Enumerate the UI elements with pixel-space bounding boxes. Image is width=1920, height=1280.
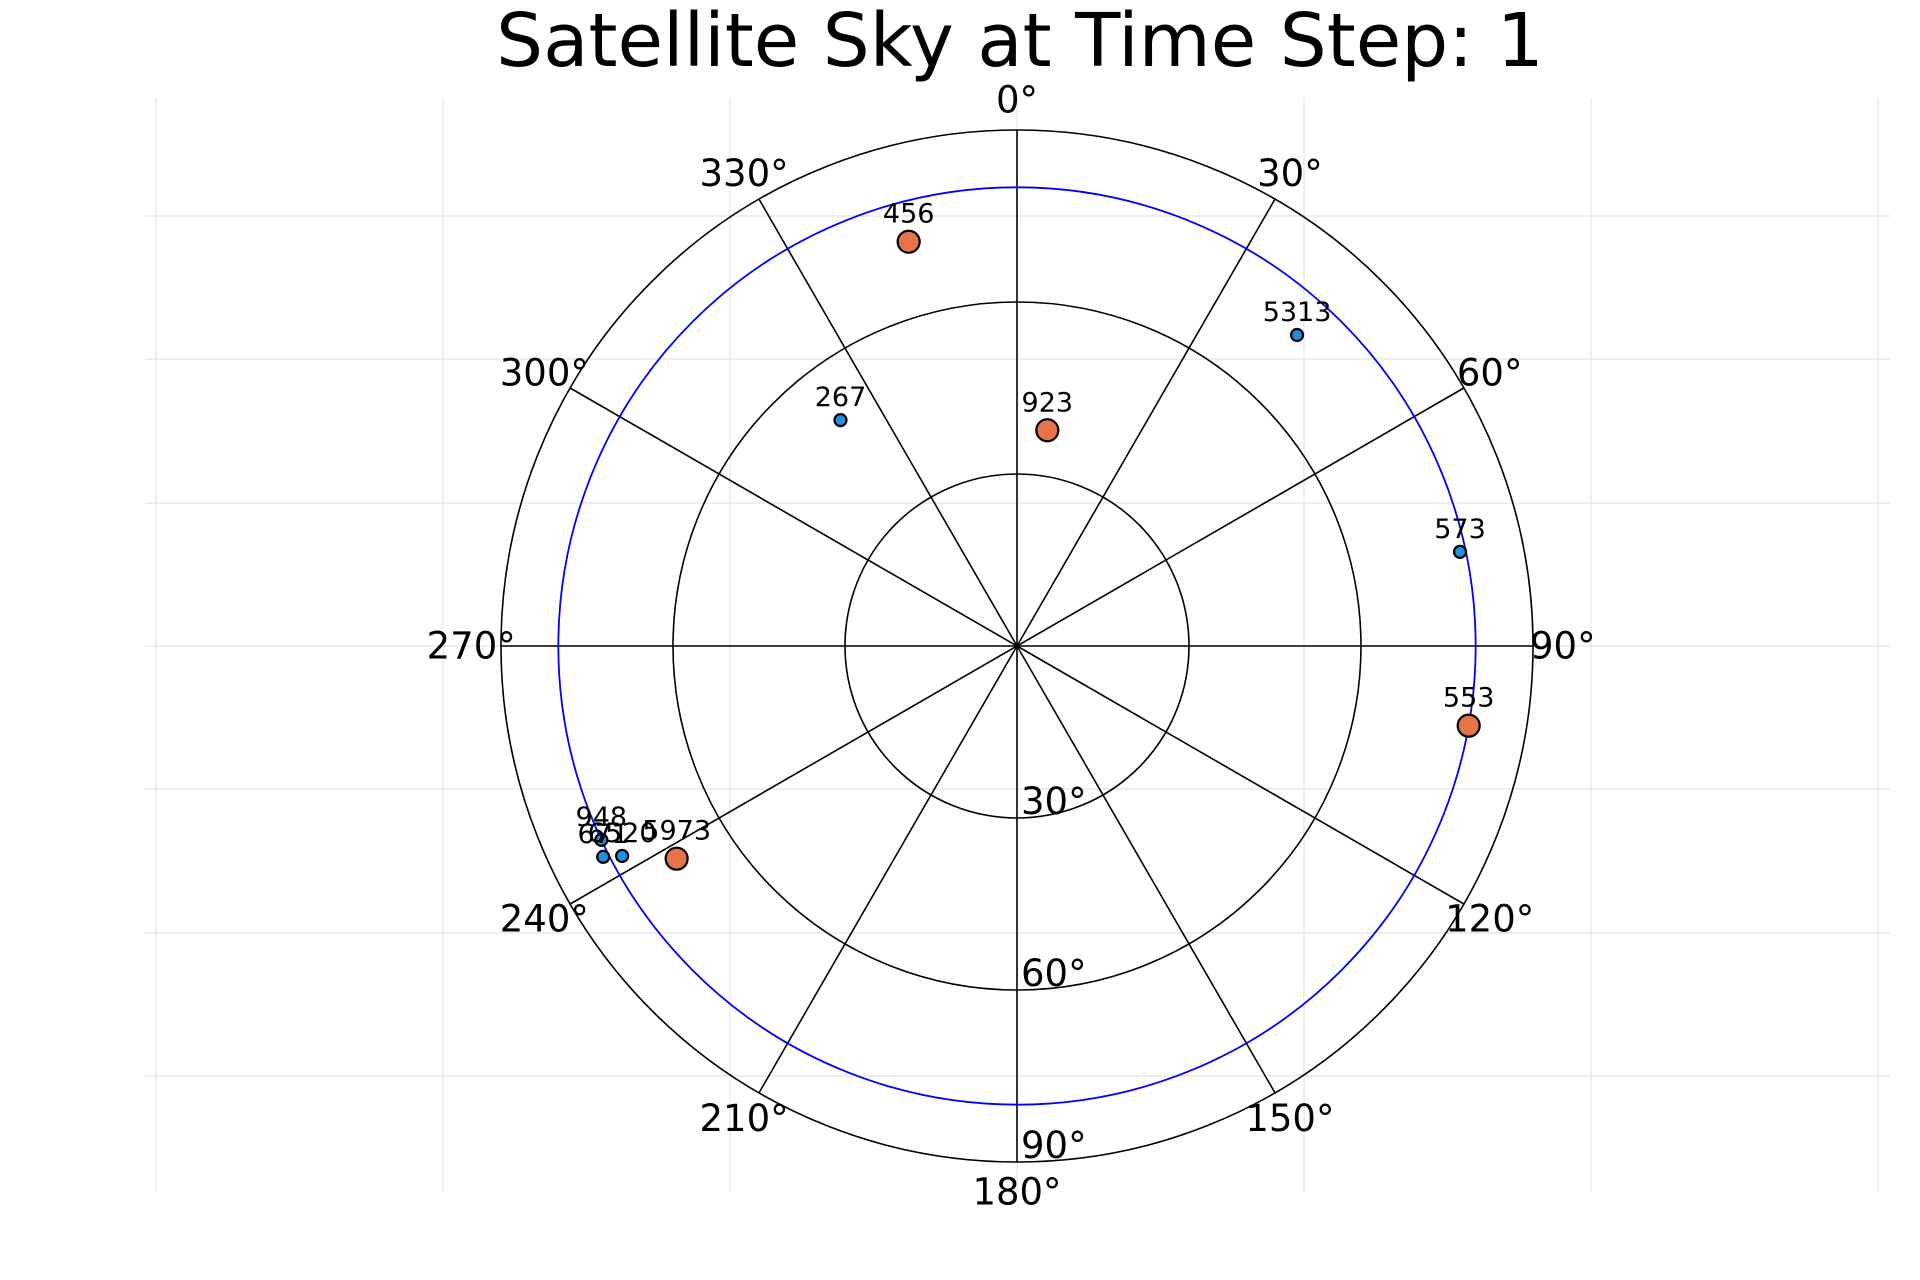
satellite-label: 267 [815,382,867,413]
angular-tick-label: 210° [700,1097,789,1140]
radial-tick-label: 90° [1021,1124,1087,1167]
polar-spoke [758,645,1018,1094]
satellite-label: 948 [576,802,628,833]
satellite-label: 5313 [1263,297,1332,328]
angular-tick-label: 270° [427,625,516,668]
angular-tick-label: 60° [1457,352,1523,395]
satellite-point [833,413,848,428]
angular-tick-label: 240° [500,897,589,940]
satellite-label: 671 [577,819,629,850]
satellite-point [1035,418,1060,443]
polar-spoke [569,387,1018,647]
satellite-label: 6520 [588,818,657,849]
angular-tick-label: 180° [972,1170,1061,1213]
angular-tick-label: 0° [996,79,1038,122]
elevation-mask-layer [557,186,1477,1106]
polar-spoke [1016,645,1276,1094]
satellite-point [594,832,609,847]
polar-spoke [758,198,1018,647]
satellite-point [1289,327,1305,343]
satellite-point [1456,713,1481,738]
satellite-label: 553 [1443,683,1495,714]
radial-tick-label: 60° [1021,952,1087,995]
satellite-point [1452,544,1468,559]
angular-tick-label: 30° [1257,152,1323,195]
angular-tick-label: 120° [1445,897,1534,940]
polar-spoke [1016,387,1465,647]
angular-tick-label: 300° [500,352,589,395]
angular-tick-labels: 0° 30° 60° 90° 120° 150° 180° 210° 240° 270° 300° 3… [427,79,1596,1214]
satellite-point [664,846,689,871]
angular-tick-label: 90° [1530,625,1596,668]
radial-tick-label: 30° [1021,780,1087,823]
satellite-point [896,229,921,254]
satellite-label: 573 [1434,514,1486,545]
chart-title: Satellite Sky at Time Step: 1 [496,0,1544,84]
satellite-point [615,848,630,864]
radial-tick-labels: 30° 60° 90° [1021,780,1087,1167]
polar-grid [500,129,1534,1163]
polar-spoke [1016,198,1276,647]
polar-spoke [1016,645,1465,905]
polar-spoke [569,645,1018,905]
angular-tick-label: 150° [1245,1097,1334,1140]
satellite-label: 456 [883,199,935,230]
satellite-point [596,849,611,864]
satellite-label: 923 [1022,387,1074,418]
angular-tick-label: 330° [700,152,789,195]
elevation-mask-circle [557,186,1477,1106]
satellite-label: 5973 [642,816,711,847]
